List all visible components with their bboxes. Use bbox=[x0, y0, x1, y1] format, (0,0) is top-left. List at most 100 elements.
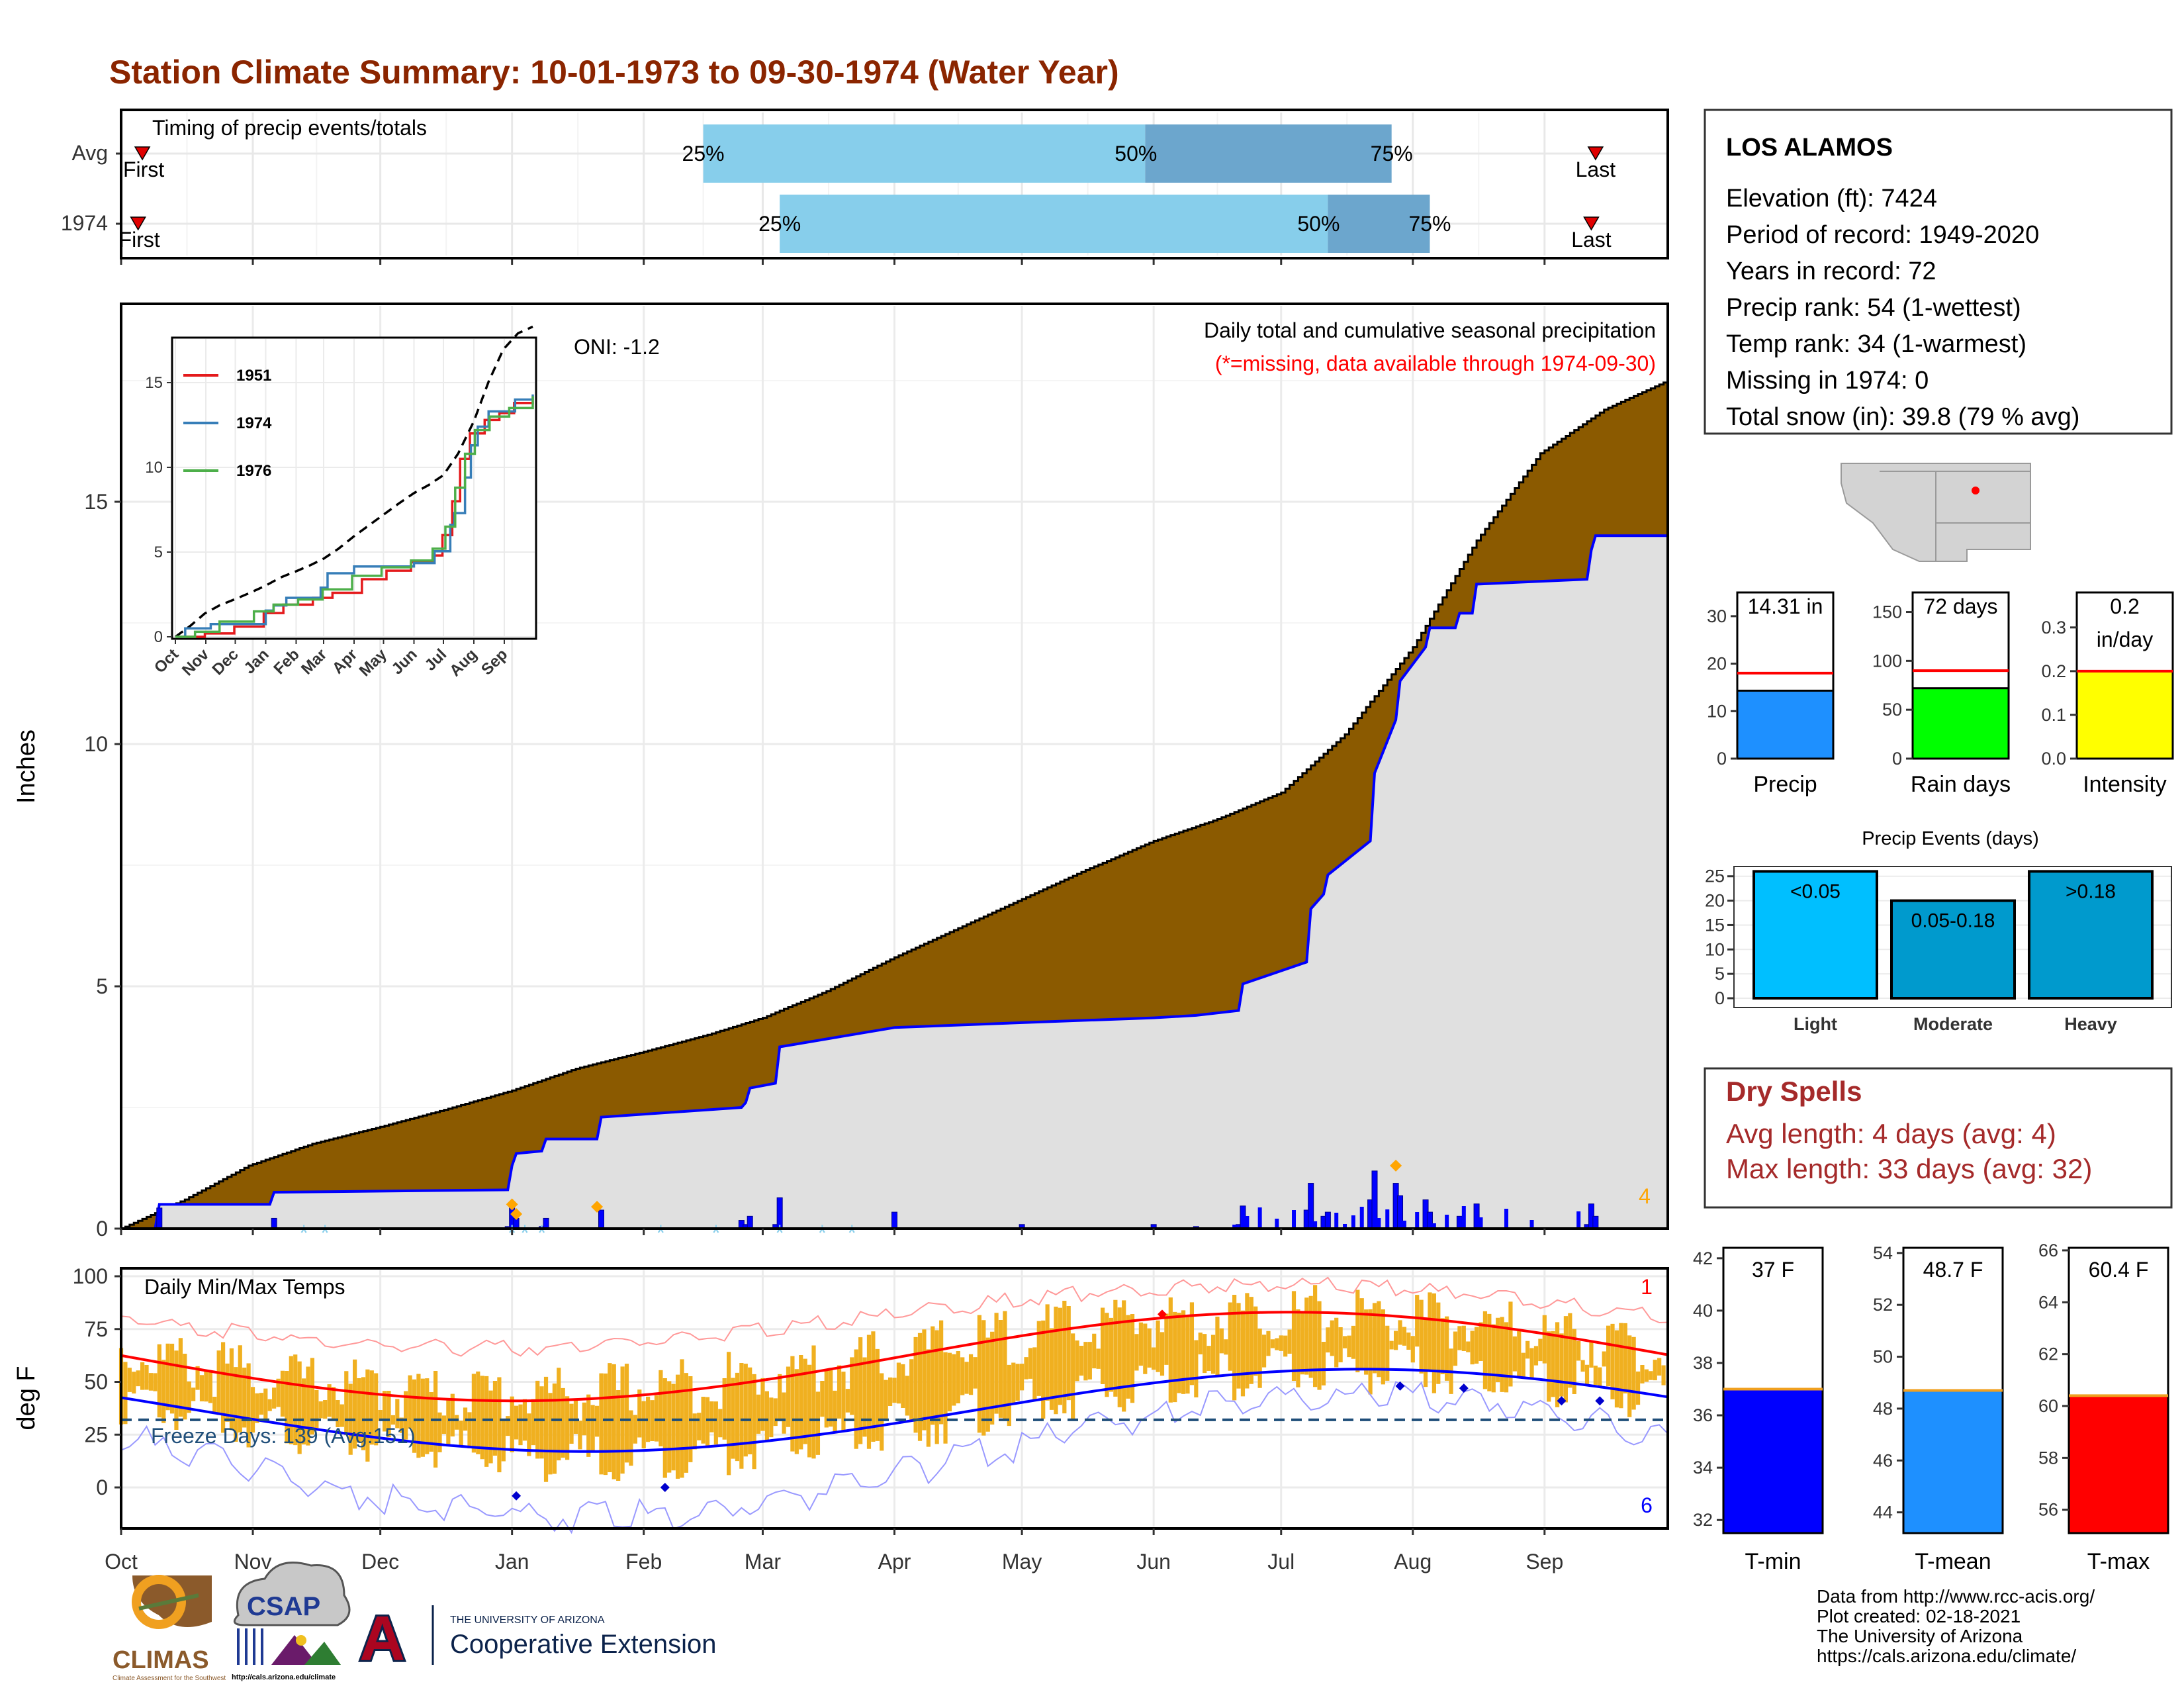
temp-bar-y-tick-label: 54 bbox=[1873, 1243, 1893, 1263]
events-y-tick-label: 20 bbox=[1705, 891, 1725, 911]
daily-precip-bar bbox=[1529, 1220, 1534, 1229]
last-event-label: Last bbox=[1576, 158, 1616, 181]
precip-missing-note: (*=missing, data available through 1974-… bbox=[1215, 352, 1656, 375]
daily-precip-bar bbox=[1343, 1224, 1347, 1229]
credit-line-2: Plot created: 02-18-2021 bbox=[1817, 1606, 2021, 1626]
snow-marker: * bbox=[299, 1221, 308, 1246]
summary-value-label: 72 days bbox=[1923, 594, 1997, 618]
precip-y-tick-label: 5 bbox=[96, 974, 108, 998]
snow-marker: * bbox=[711, 1221, 720, 1246]
temp-bar-y-tick-label: 52 bbox=[1873, 1295, 1893, 1315]
month-label: Feb bbox=[625, 1550, 662, 1573]
month-label: Oct bbox=[105, 1550, 138, 1573]
daily-precip-bar bbox=[1292, 1210, 1297, 1229]
first-event-marker bbox=[134, 146, 151, 161]
timing-row-avg: Avg bbox=[71, 141, 108, 165]
daily-precip-bar bbox=[1257, 1207, 1262, 1229]
summary-value-label: 0.2 bbox=[2110, 594, 2139, 618]
station-info-box: LOS ALAMOS Elevation (ft): 7424 Period o… bbox=[1704, 109, 2173, 435]
locator-map bbox=[1841, 462, 2032, 565]
summary-y-tick-label: 150 bbox=[1872, 602, 1902, 622]
precip-subtitle: Daily total and cumulative seasonal prec… bbox=[1204, 318, 1656, 342]
station-location-dot bbox=[1972, 487, 1979, 494]
temp-bar-y-tick-label: 38 bbox=[1693, 1353, 1713, 1373]
daily-precip-bar bbox=[1232, 1225, 1237, 1229]
last-event-label: Last bbox=[1571, 228, 1612, 252]
daily-precip-bar bbox=[1576, 1211, 1581, 1229]
precip-y-tick-label: 0 bbox=[96, 1217, 108, 1241]
events-category-label: Light bbox=[1794, 1014, 1837, 1034]
temp-bar-y-tick-label: 48 bbox=[1873, 1399, 1893, 1419]
snow-marker: * bbox=[657, 1221, 665, 1246]
daily-precip-bar bbox=[1402, 1221, 1406, 1229]
precip-ylabel: Inches bbox=[13, 729, 40, 804]
temp-y-tick-label: 0 bbox=[96, 1476, 108, 1499]
first-event-marker bbox=[130, 216, 146, 231]
events-y-tick-label: 5 bbox=[1715, 964, 1725, 984]
events-category-label: Heavy bbox=[2064, 1014, 2117, 1034]
temp-bar-y-tick-label: 40 bbox=[1693, 1301, 1713, 1321]
events-y-tick-label: 25 bbox=[1705, 867, 1725, 886]
precip-y-tick-label: 15 bbox=[84, 490, 108, 514]
summary-bar bbox=[1911, 687, 2010, 760]
temp-y-tick-label: 50 bbox=[84, 1370, 108, 1394]
record-low-marker bbox=[1595, 1396, 1605, 1406]
oni-label: ONI: -1.2 bbox=[574, 335, 660, 359]
dry-spells-box: Dry Spells Avg length: 4 days (avg: 4) M… bbox=[1704, 1067, 2173, 1209]
timing-panel: 25% 50% 75% First Last 25% 50% 75% First Last Tim… bbox=[61, 109, 1669, 265]
timing-label-50: 50% bbox=[1297, 212, 1340, 236]
events-y-tick-label: 0 bbox=[1715, 988, 1725, 1008]
daily-precip-bar bbox=[1371, 1170, 1378, 1229]
temp-y-tick-label: 100 bbox=[73, 1264, 108, 1288]
climas-text: CLIMAS bbox=[113, 1646, 209, 1674]
snow-marker: * bbox=[321, 1221, 330, 1246]
month-label: Aug bbox=[1394, 1550, 1432, 1573]
ua-line-2: Cooperative Extension bbox=[450, 1630, 716, 1659]
record-min-line bbox=[120, 1381, 1668, 1534]
average-max-line bbox=[120, 1311, 1668, 1403]
temp-bar-value-label: 37 F bbox=[1752, 1258, 1794, 1282]
station-line-1: Elevation (ft): 7424 bbox=[1726, 185, 1937, 212]
temp-bar-y-tick-label: 34 bbox=[1693, 1458, 1713, 1477]
daily-precip-bar bbox=[1377, 1218, 1381, 1229]
university-of-arizona-logo: A THE UNIVERSITY OF ARIZONA Cooperative … bbox=[357, 1601, 716, 1676]
summary-value-label: 14.31 in bbox=[1748, 594, 1823, 618]
station-line-7: Total snow (in): 39.8 (79 % avg) bbox=[1726, 403, 2079, 431]
summary-y-tick-label: 0 bbox=[1717, 749, 1727, 769]
timing-row-1974: 1974 bbox=[61, 211, 108, 235]
record-low-marker bbox=[512, 1491, 522, 1501]
temp-bar-value-label: 60.4 F bbox=[2089, 1258, 2149, 1282]
inset-y-tick-label: 0 bbox=[154, 628, 163, 646]
temp-bar-value-label: 48.7 F bbox=[1923, 1258, 1983, 1282]
station-name: LOS ALAMOS bbox=[1726, 134, 1893, 162]
record-low-marker bbox=[660, 1483, 670, 1492]
record-precip-marker bbox=[510, 1208, 523, 1221]
daily-precip-bar bbox=[1308, 1183, 1314, 1229]
events-category-label: Moderate bbox=[1913, 1014, 1993, 1034]
daily-precip-bar bbox=[1592, 1215, 1599, 1229]
month-label: Mar bbox=[745, 1550, 781, 1573]
record-high-count: 1 bbox=[1641, 1275, 1653, 1299]
summary-y-tick-label: 50 bbox=[1882, 700, 1902, 720]
events-bar bbox=[1890, 899, 2016, 1000]
inset-average-line bbox=[174, 325, 533, 638]
daily-precip-bar bbox=[1445, 1215, 1449, 1229]
month-label: Jun bbox=[1136, 1550, 1171, 1573]
record-precip-marker bbox=[506, 1198, 518, 1211]
inset-y-tick-label: 10 bbox=[145, 459, 163, 477]
temp-bar-category-label: T-min bbox=[1745, 1549, 1801, 1574]
daily-precip-bar bbox=[1397, 1195, 1404, 1229]
precip-events-title: Precip Events (days) bbox=[1862, 828, 2039, 849]
temp-ylabel: deg F bbox=[13, 1366, 40, 1430]
daily-precip-bar bbox=[1432, 1223, 1436, 1229]
timing-label-50: 50% bbox=[1115, 142, 1157, 165]
inset-y-tick-label: 15 bbox=[145, 374, 163, 392]
summary-y-tick-label: 0.3 bbox=[2041, 618, 2066, 637]
daily-precip-bar bbox=[747, 1215, 753, 1229]
temp-bar bbox=[2068, 1394, 2169, 1534]
summary-y-tick-label: 0.2 bbox=[2041, 661, 2066, 681]
csap-logo: CSAP http://cals.arizona.edu/climate bbox=[232, 1562, 351, 1681]
inset-legend-label: 1976 bbox=[236, 462, 271, 480]
